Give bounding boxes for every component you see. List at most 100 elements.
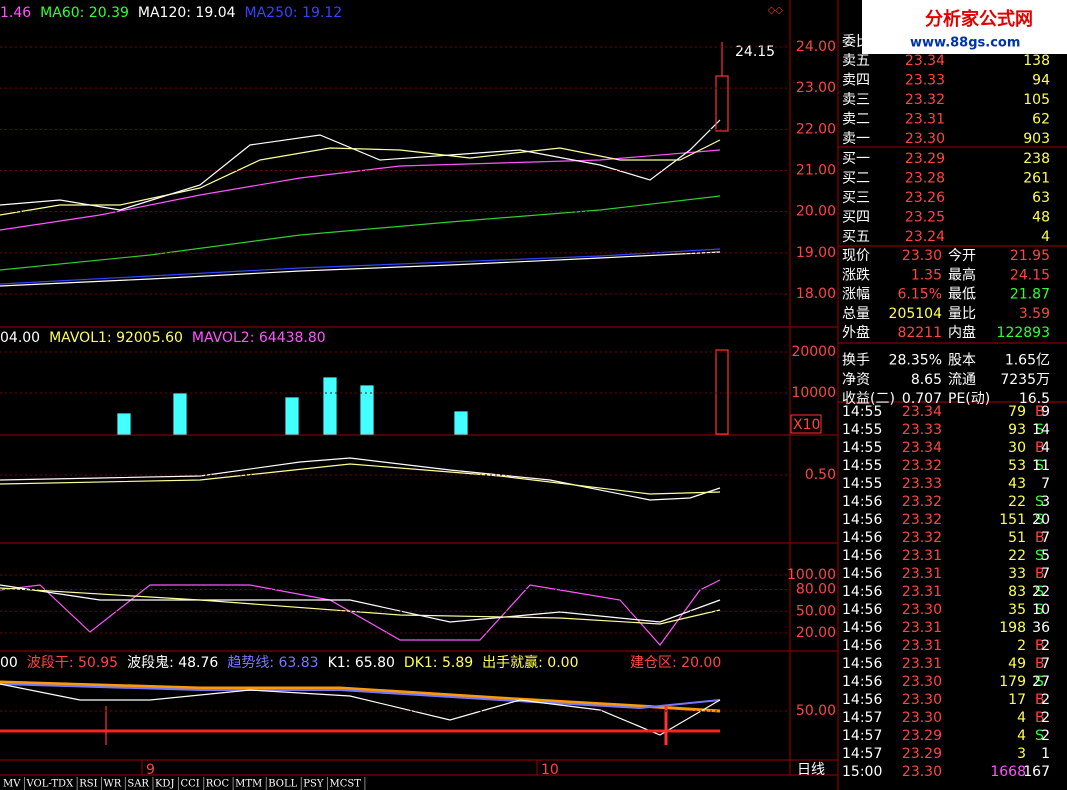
trade-volume: 83 (1008, 584, 1026, 600)
y-tick-label: 80.00 (796, 582, 836, 598)
book-price: 23.25 (905, 210, 945, 226)
trade-side: B (1035, 656, 1045, 672)
trade-time: 14:57 (842, 710, 882, 726)
zone-label: 建仓区: 20.00 (630, 655, 721, 671)
trade-volume: 35 (1008, 602, 1026, 618)
stat-value: 16.5 (1019, 391, 1050, 407)
trade-count: 11 (1032, 458, 1050, 474)
trade-time: 14:56 (842, 530, 882, 546)
trade-price: 23.32 (902, 512, 942, 528)
trade-time: 14:56 (842, 674, 882, 690)
trade-time: 14:56 (842, 566, 882, 582)
trade-side: S (1035, 494, 1044, 510)
book-label: 卖四 (842, 73, 870, 89)
legend-item: MAVOL2: 64438.80 (192, 330, 326, 346)
trade-time: 14:56 (842, 638, 882, 654)
trade-price: 23.30 (902, 674, 942, 690)
trade-price: 23.30 (902, 710, 942, 726)
trade-count: 3 (1041, 494, 1050, 510)
stat-label: 换手 (842, 352, 870, 369)
trade-volume: 4 (1017, 710, 1026, 726)
tab[interactable]: MTM (235, 779, 262, 790)
x-label: 9 (146, 762, 155, 778)
trade-count: 9 (1041, 404, 1050, 420)
stat-label: 收益(二) (842, 391, 895, 407)
tab[interactable]: KDJ (155, 779, 175, 790)
tab[interactable]: BOLL (268, 779, 297, 790)
trade-price: 23.31 (902, 638, 942, 654)
trade-volume: 79 (1008, 404, 1026, 420)
trade-side: B (1035, 692, 1045, 708)
legend-item: MA120: 19.04 (138, 5, 236, 21)
trade-price: 23.33 (902, 476, 942, 492)
stat-value: 24.15 (1010, 267, 1050, 283)
trade-volume: 151 (999, 512, 1026, 528)
book-volume: 261 (1023, 171, 1050, 187)
peak-label: 24.15 (735, 44, 775, 60)
trade-side: S (1035, 674, 1044, 690)
trade-count: 7 (1041, 476, 1050, 492)
book-label: 卖二 (842, 112, 870, 128)
tab[interactable]: SAR (127, 779, 149, 790)
y-tick-label: 22.00 (796, 121, 836, 137)
book-label: 买二 (842, 171, 870, 187)
trade-volume: 179 (999, 674, 1026, 690)
logo-background (862, 0, 1067, 54)
book-label: 买一 (842, 151, 870, 167)
trade-price: 23.34 (902, 440, 942, 456)
trade-volume: 17 (1008, 692, 1026, 708)
trade-volume: 3 (1017, 746, 1026, 762)
trade-price: 23.30 (902, 692, 942, 708)
tab[interactable]: VOL-TDX (25, 779, 74, 790)
trade-price: 23.32 (902, 494, 942, 510)
book-label: 买五 (842, 229, 870, 245)
trade-count: 1 (1041, 746, 1050, 762)
legend-item: 04.00 (0, 330, 40, 346)
y-tick-label: 50.00 (796, 703, 836, 719)
book-volume: 94 (1032, 73, 1050, 89)
trade-price: 23.34 (902, 404, 942, 420)
trade-time: 15:00 (842, 764, 882, 780)
legend-item: MA60: 20.39 (40, 5, 129, 21)
legend-item: MAVOL1: 92005.60 (49, 330, 183, 346)
trade-price: 23.32 (902, 530, 942, 546)
trade-volume: 1668 (990, 764, 1026, 780)
book-price: 23.34 (905, 53, 945, 69)
stat-label: PE(动) (948, 391, 990, 407)
book-price: 23.31 (905, 112, 945, 128)
tab[interactable]: RSI (79, 779, 97, 790)
stat-value: 21.87 (1010, 287, 1050, 303)
trade-count: 7 (1041, 566, 1050, 582)
book-price: 23.29 (905, 151, 945, 167)
trade-count: 7 (1041, 656, 1050, 672)
trade-time: 14:56 (842, 548, 882, 564)
trade-side: B (1035, 530, 1045, 546)
trade-time: 14:55 (842, 476, 882, 492)
trade-price: 23.31 (902, 620, 942, 636)
tab[interactable]: PSY (303, 779, 324, 790)
trade-time: 14:55 (842, 422, 882, 438)
tab[interactable]: WR (104, 779, 122, 790)
stat-label: 内盘 (948, 324, 976, 341)
tab[interactable]: CCI (180, 779, 199, 790)
legend-item: DK1: 5.89 (404, 655, 473, 671)
trade-count: 27 (1032, 674, 1050, 690)
stat-label: 最低 (948, 287, 976, 303)
trade-price: 23.32 (902, 458, 942, 474)
book-volume: 4 (1041, 229, 1050, 245)
stat-label: 净资 (842, 372, 870, 388)
tab[interactable]: ROC (206, 779, 230, 790)
trade-count: 2 (1041, 728, 1050, 744)
tab[interactable]: MV (3, 779, 21, 790)
book-price: 23.28 (905, 171, 945, 187)
y-tick-label: 20.00 (796, 204, 836, 220)
trade-volume: 2 (1017, 638, 1026, 654)
trade-count: 10 (1032, 602, 1050, 618)
trade-price: 23.29 (902, 728, 942, 744)
trade-count: 4 (1041, 440, 1050, 456)
tab[interactable]: MCST (329, 779, 361, 790)
book-price: 23.33 (905, 73, 945, 89)
y-tick-label: 50.00 (796, 603, 836, 619)
trade-volume: 33 (1008, 566, 1026, 582)
trade-count: 20 (1032, 512, 1050, 528)
